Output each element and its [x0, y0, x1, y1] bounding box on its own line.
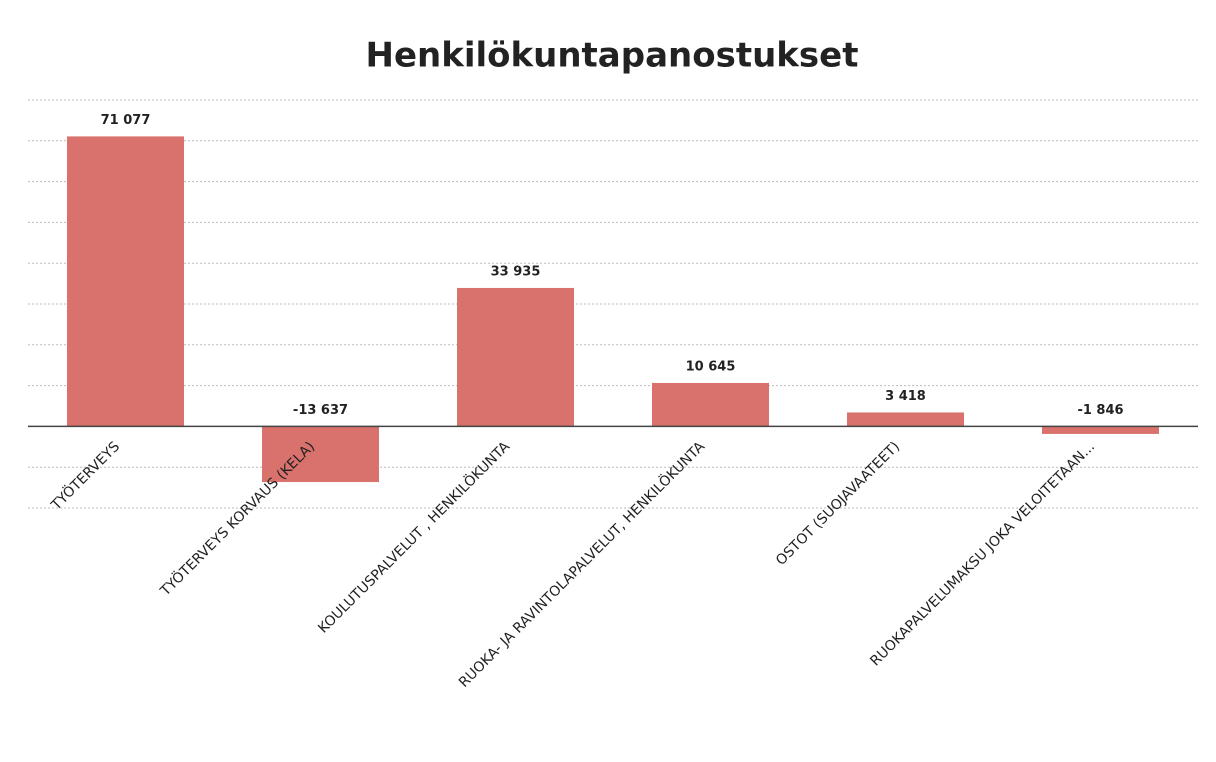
data-label: 71 077	[101, 113, 151, 128]
bar	[652, 382, 769, 427]
x-tick-label: RUOKA- JA RAVINTOLAPALVELUT, HENKILÖKUNT…	[455, 437, 709, 691]
data-label: 33 935	[491, 264, 541, 279]
x-tick-label: RUOKAPALVELUMAKSU JOKA VELOITETAAN...	[867, 439, 1098, 670]
chart-title: Henkilökuntapanostukset	[366, 36, 859, 76]
bar	[262, 426, 379, 483]
bar	[847, 412, 964, 427]
x-tick-label: OSTOT (SUOJAVAATEET)	[773, 439, 903, 569]
bar	[457, 287, 574, 427]
data-label: 10 645	[686, 359, 736, 374]
data-label: 3 418	[885, 389, 926, 404]
bar	[67, 136, 184, 427]
x-tick-label: TYÖTERVEYS KORVAUS (KELA)	[156, 437, 319, 600]
data-label: -13 637	[293, 403, 348, 418]
bar	[1042, 426, 1159, 434]
x-tick-label: TYÖTERVEYS	[46, 437, 123, 514]
data-label: -1 846	[1077, 403, 1123, 418]
